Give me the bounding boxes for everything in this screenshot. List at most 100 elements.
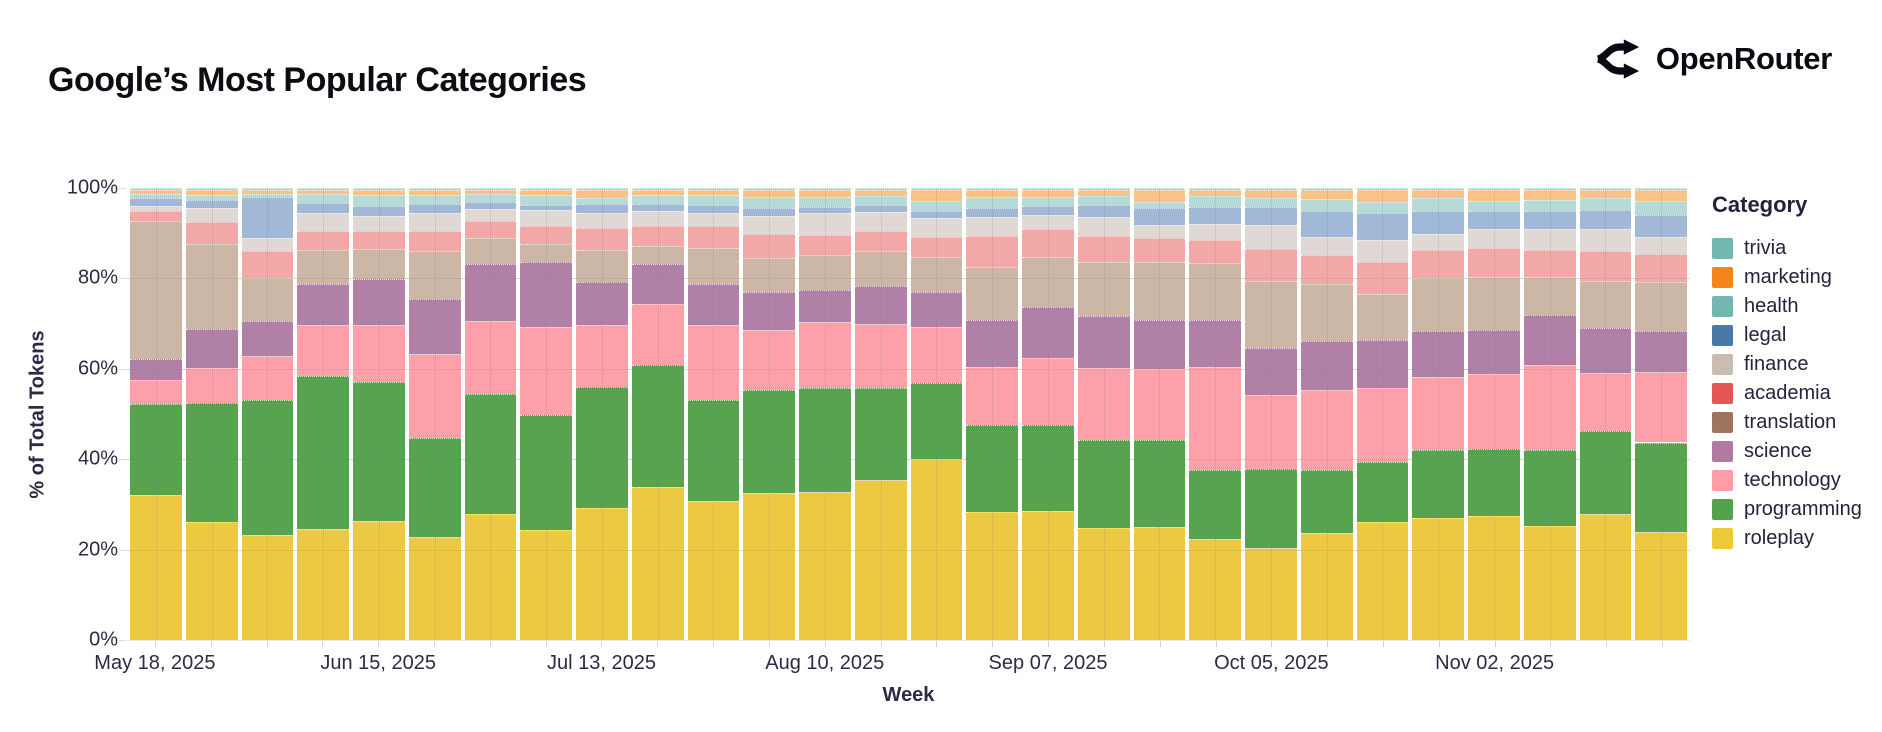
bar-segment-finance[interactable] xyxy=(687,212,740,227)
bar-segment-finance[interactable] xyxy=(1245,224,1297,249)
bar-segment-programming[interactable] xyxy=(297,375,349,529)
bar-segment-health[interactable] xyxy=(631,194,684,204)
bar-segment-translation[interactable] xyxy=(1245,280,1297,349)
bar-segment-roleplay[interactable] xyxy=(910,459,963,640)
bar-segment-translation[interactable] xyxy=(408,250,461,300)
bar-segment-academia[interactable] xyxy=(464,221,517,238)
bar-segment-legal[interactable] xyxy=(185,200,238,209)
bar-segment-marketing[interactable] xyxy=(1468,189,1520,202)
bar-segment-trivia[interactable] xyxy=(1245,188,1297,190)
bar-segment-marketing[interactable] xyxy=(130,189,182,195)
bar-week-jul-20-2025[interactable] xyxy=(631,188,684,640)
bar-segment-trivia[interactable] xyxy=(1412,188,1464,190)
bar-segment-marketing[interactable] xyxy=(297,189,349,195)
bar-segment-translation[interactable] xyxy=(1077,262,1130,317)
bar-segment-technology[interactable] xyxy=(1077,367,1130,441)
bar-segment-academia[interactable] xyxy=(1356,262,1409,295)
bar-segment-health[interactable] xyxy=(1189,196,1241,207)
bar-segment-finance[interactable] xyxy=(353,215,405,232)
bar-segment-translation[interactable] xyxy=(1133,261,1186,320)
bar-segment-programming[interactable] xyxy=(408,438,461,537)
bar-segment-academia[interactable] xyxy=(130,210,182,221)
bar-segment-trivia[interactable] xyxy=(241,188,294,190)
bar-segment-trivia[interactable] xyxy=(1077,188,1130,190)
bar-segment-marketing[interactable] xyxy=(1579,189,1632,199)
bar-segment-academia[interactable] xyxy=(1468,248,1520,277)
bar-segment-trivia[interactable] xyxy=(1523,188,1576,190)
bar-segment-translation[interactable] xyxy=(297,249,349,284)
bar-segment-science[interactable] xyxy=(687,283,740,326)
bar-segment-translation[interactable] xyxy=(1412,278,1464,331)
bar-segment-legal[interactable] xyxy=(966,207,1018,217)
bar-segment-finance[interactable] xyxy=(1133,225,1186,239)
bar-segment-translation[interactable] xyxy=(743,257,795,292)
bar-segment-technology[interactable] xyxy=(1412,377,1464,451)
bar-segment-science[interactable] xyxy=(1189,320,1241,367)
bar-segment-legal[interactable] xyxy=(1300,210,1353,238)
bar-segment-trivia[interactable] xyxy=(1468,188,1520,190)
bar-segment-health[interactable] xyxy=(1468,201,1520,211)
bar-segment-trivia[interactable] xyxy=(854,188,907,190)
bar-segment-programming[interactable] xyxy=(520,415,572,531)
bar-segment-roleplay[interactable] xyxy=(408,536,461,640)
bar-week-nov-09-2025[interactable] xyxy=(1523,188,1576,640)
bar-segment-finance[interactable] xyxy=(1300,237,1353,256)
bar-segment-programming[interactable] xyxy=(1579,431,1632,515)
bar-segment-science[interactable] xyxy=(297,283,349,326)
bar-segment-academia[interactable] xyxy=(854,231,907,251)
bar-segment-finance[interactable] xyxy=(631,210,684,227)
bar-segment-roleplay[interactable] xyxy=(1356,522,1409,640)
bar-segment-trivia[interactable] xyxy=(130,188,182,190)
bar-segment-technology[interactable] xyxy=(1635,371,1687,443)
bar-segment-legal[interactable] xyxy=(910,210,963,218)
bar-segment-science[interactable] xyxy=(1022,306,1074,359)
bar-segment-trivia[interactable] xyxy=(297,188,349,190)
bar-segment-roleplay[interactable] xyxy=(1468,516,1520,640)
bar-segment-trivia[interactable] xyxy=(1579,188,1632,190)
bar-segment-science[interactable] xyxy=(743,291,795,330)
bar-segment-technology[interactable] xyxy=(854,324,907,389)
bar-segment-academia[interactable] xyxy=(799,234,851,256)
bar-segment-legal[interactable] xyxy=(1635,214,1687,237)
bar-segment-translation[interactable] xyxy=(1468,276,1520,331)
bar-segment-academia[interactable] xyxy=(1022,229,1074,257)
bar-segment-finance[interactable] xyxy=(241,238,294,252)
bar-segment-translation[interactable] xyxy=(1189,262,1241,321)
bar-segment-health[interactable] xyxy=(1412,197,1464,211)
bar-segment-finance[interactable] xyxy=(185,208,238,222)
bar-segment-finance[interactable] xyxy=(966,216,1018,237)
bar-segment-science[interactable] xyxy=(966,320,1018,367)
bar-week-jul-27-2025[interactable] xyxy=(687,188,740,640)
bar-segment-marketing[interactable] xyxy=(576,189,628,198)
bar-segment-marketing[interactable] xyxy=(1412,189,1464,198)
bar-segment-marketing[interactable] xyxy=(1022,189,1074,197)
bar-segment-health[interactable] xyxy=(1022,196,1074,207)
bar-segment-marketing[interactable] xyxy=(464,189,517,195)
bar-segment-science[interactable] xyxy=(1133,320,1186,370)
bar-segment-trivia[interactable] xyxy=(1189,188,1241,190)
bar-segment-translation[interactable] xyxy=(1579,281,1632,329)
bar-week-oct-05-2025[interactable] xyxy=(1245,188,1297,640)
bar-segment-science[interactable] xyxy=(1635,331,1687,372)
bar-segment-technology[interactable] xyxy=(185,368,238,404)
bar-segment-marketing[interactable] xyxy=(631,189,684,195)
bar-segment-trivia[interactable] xyxy=(520,188,572,190)
bar-segment-health[interactable] xyxy=(1133,201,1186,209)
bar-segment-health[interactable] xyxy=(353,195,405,207)
bar-segment-trivia[interactable] xyxy=(910,188,963,190)
bar-segment-finance[interactable] xyxy=(1189,224,1241,240)
bar-segment-roleplay[interactable] xyxy=(1077,528,1130,640)
bar-segment-programming[interactable] xyxy=(1077,440,1130,529)
bar-segment-technology[interactable] xyxy=(1356,387,1409,463)
bar-segment-translation[interactable] xyxy=(1523,277,1576,316)
bar-segment-roleplay[interactable] xyxy=(1133,526,1186,640)
bar-segment-technology[interactable] xyxy=(743,329,795,391)
bar-segment-roleplay[interactable] xyxy=(631,487,684,640)
bar-segment-health[interactable] xyxy=(1300,198,1353,211)
bar-segment-trivia[interactable] xyxy=(353,188,405,190)
bar-week-jun-01-2025[interactable] xyxy=(241,188,294,640)
bar-segment-translation[interactable] xyxy=(576,250,628,283)
bar-segment-legal[interactable] xyxy=(130,197,182,206)
bar-segment-technology[interactable] xyxy=(799,321,851,389)
bar-week-nov-23-2025[interactable] xyxy=(1635,188,1687,640)
